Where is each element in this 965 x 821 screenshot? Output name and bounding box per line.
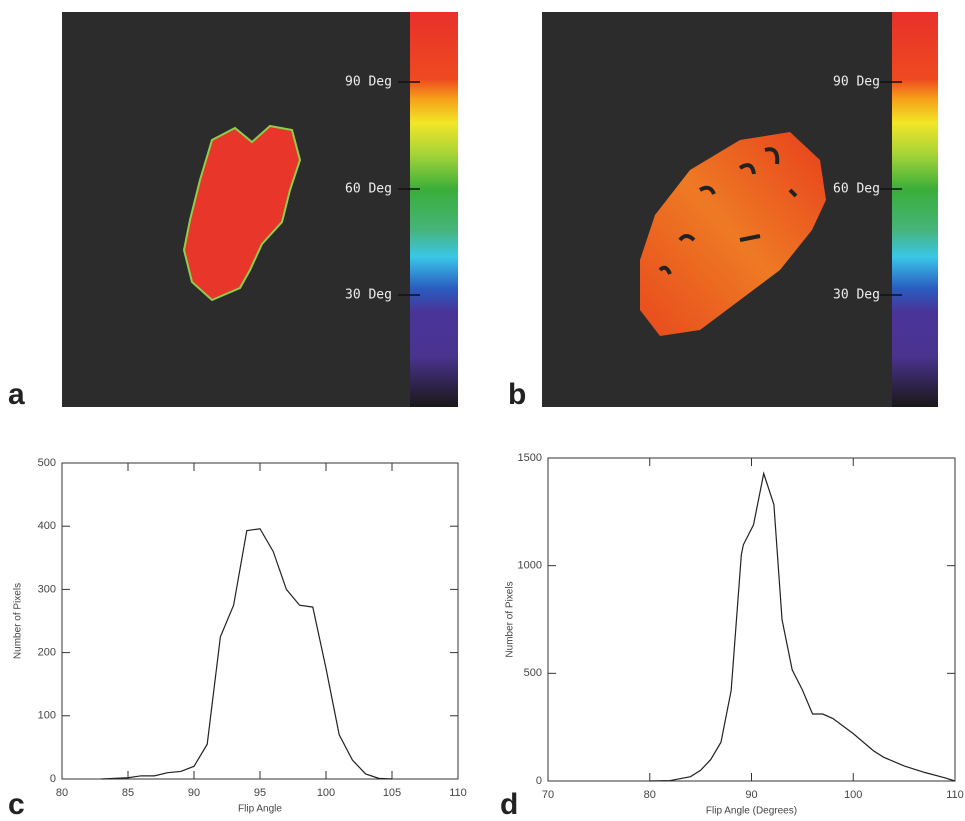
x-tick-label: 90 [745,789,757,801]
colorbar-label: 60 Deg [833,182,880,197]
y-tick-label: 400 [38,520,56,532]
x-tick-label: 80 [644,789,656,801]
y-tick-label: 1000 [518,560,542,572]
y-tick-label: 100 [38,710,56,722]
colorbar-label: 90 Deg [833,75,880,90]
data-line [650,474,955,781]
y-tick-label: 500 [38,457,56,469]
data-line [102,529,392,779]
x-axis-label: Flip Angle (Degrees) [706,806,797,817]
y-tick-label: 500 [524,667,542,679]
x-tick-label: 110 [946,789,964,801]
y-tick-label: 200 [38,647,56,659]
panel-label: a [8,378,25,411]
x-tick-label: 105 [383,787,401,799]
colorbar-label: 90 Deg [345,75,392,90]
colorbar-label: 60 Deg [345,182,392,197]
panel-label: c [8,788,25,821]
x-tick-label: 100 [844,789,862,801]
x-tick-label: 85 [122,787,134,799]
y-tick-label: 0 [50,773,56,785]
x-axis-label: Flip Angle [238,804,282,815]
colorbar [892,12,938,407]
plot-frame [548,458,955,781]
colorbar-label: 30 Deg [345,288,392,303]
y-axis-label: Number of Pixels [13,583,24,659]
y-tick-label: 0 [536,775,542,787]
colorbar [410,12,458,407]
colorbar-label: 30 Deg [833,288,880,303]
y-axis-label: Number of Pixels [505,581,516,657]
x-tick-label: 90 [188,787,200,799]
x-tick-label: 80 [56,787,68,799]
x-tick-label: 100 [317,787,335,799]
plot-frame [62,463,458,779]
figure: a b 90 Deg 60 Deg 30 Deg 90 Deg 60 Deg 30 Deg… [0,0,965,821]
panel-label: d [500,788,518,821]
y-tick-label: 1500 [518,452,542,464]
x-tick-label: 110 [449,787,467,799]
panel-label: b [508,378,526,411]
x-tick-label: 95 [254,787,266,799]
x-tick-label: 70 [542,789,554,801]
y-tick-label: 300 [38,583,56,595]
